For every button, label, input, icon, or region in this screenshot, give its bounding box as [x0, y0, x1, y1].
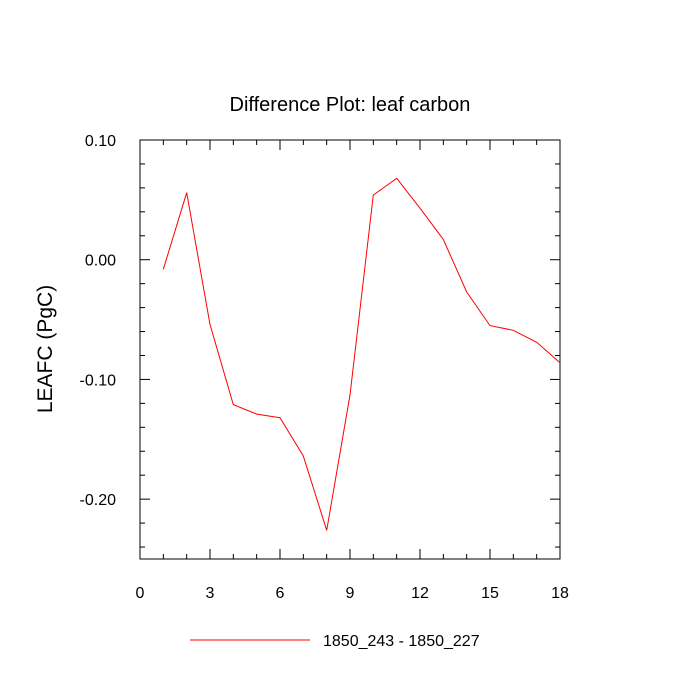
- y-tick-label: -0.20: [80, 492, 117, 509]
- legend: 1850_243 - 1850_227: [190, 633, 480, 650]
- series-line-0: [162, 177, 561, 531]
- x-tick-label: 9: [346, 585, 355, 602]
- x-tick-label: 18: [551, 585, 569, 602]
- plot-frame: [139, 139, 561, 560]
- x-tick-label: 12: [411, 585, 429, 602]
- x-tick-label: 15: [481, 585, 499, 602]
- y-tick-label: 0.10: [85, 133, 116, 150]
- y-tick-label: -0.10: [80, 372, 117, 389]
- x-tick-label: 6: [276, 585, 285, 602]
- x-tick-label: 3: [206, 585, 215, 602]
- y-axis-ticks: 0.10 0.00 -0.10 -0.20: [80, 133, 560, 548]
- y-tick-label: 0.00: [85, 253, 116, 270]
- x-axis-ticks: 0 3 6 9 12 15 18: [136, 140, 569, 602]
- series-group: [162, 177, 561, 531]
- legend-label: 1850_243 - 1850_227: [323, 633, 480, 650]
- x-tick-label: 0: [136, 585, 145, 602]
- y-axis-label: LEAFC (PgC): [34, 285, 57, 413]
- chart-title: Difference Plot: leaf carbon: [230, 94, 471, 116]
